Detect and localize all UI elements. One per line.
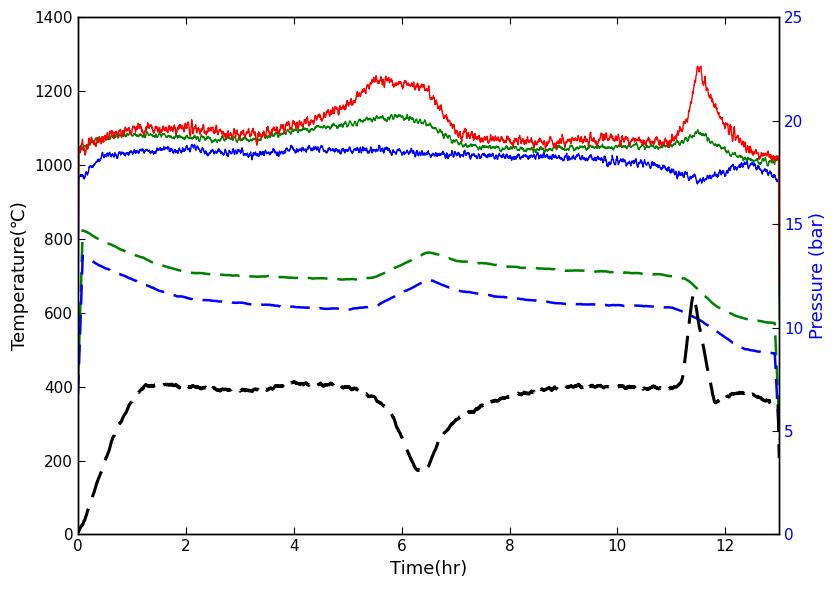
Y-axis label: Temperature(℃): Temperature(℃) — [11, 201, 29, 350]
Y-axis label: Pressure (bar): Pressure (bar) — [809, 212, 827, 339]
X-axis label: Time(hr): Time(hr) — [390, 560, 468, 578]
